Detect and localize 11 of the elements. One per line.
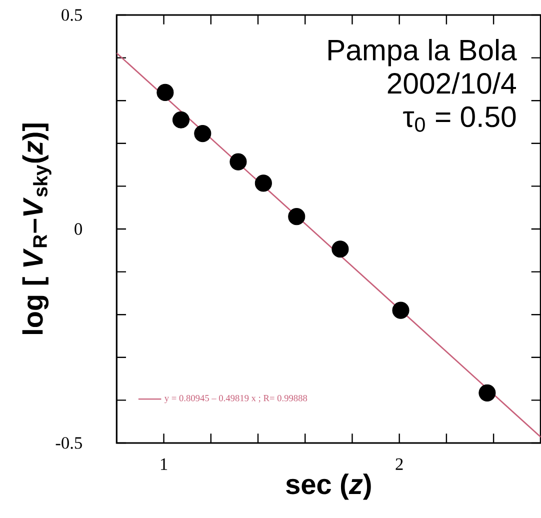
x-axis-title: sec (z) — [286, 474, 371, 500]
y-tick-label: 0.5 — [62, 9, 82, 21]
legend-label: y = 0.80945 – 0.49819 x ; R= 0.99888 — [164, 394, 308, 404]
x-tick-label: 2 — [396, 458, 403, 470]
annotation: Pampa la Bola — [328, 38, 517, 66]
y-tick-label: -0.5 — [56, 437, 82, 449]
x-tick-label: 1 — [160, 458, 168, 470]
annotation: 2002/10/4 — [388, 72, 516, 94]
y-tick-label: 0 — [74, 223, 82, 235]
text: log [ V$_{R}$–V$_{sky}$(z)] — [22, 124, 52, 334]
annotation: τ$_{0}$ = 0.50 — [403, 106, 516, 132]
